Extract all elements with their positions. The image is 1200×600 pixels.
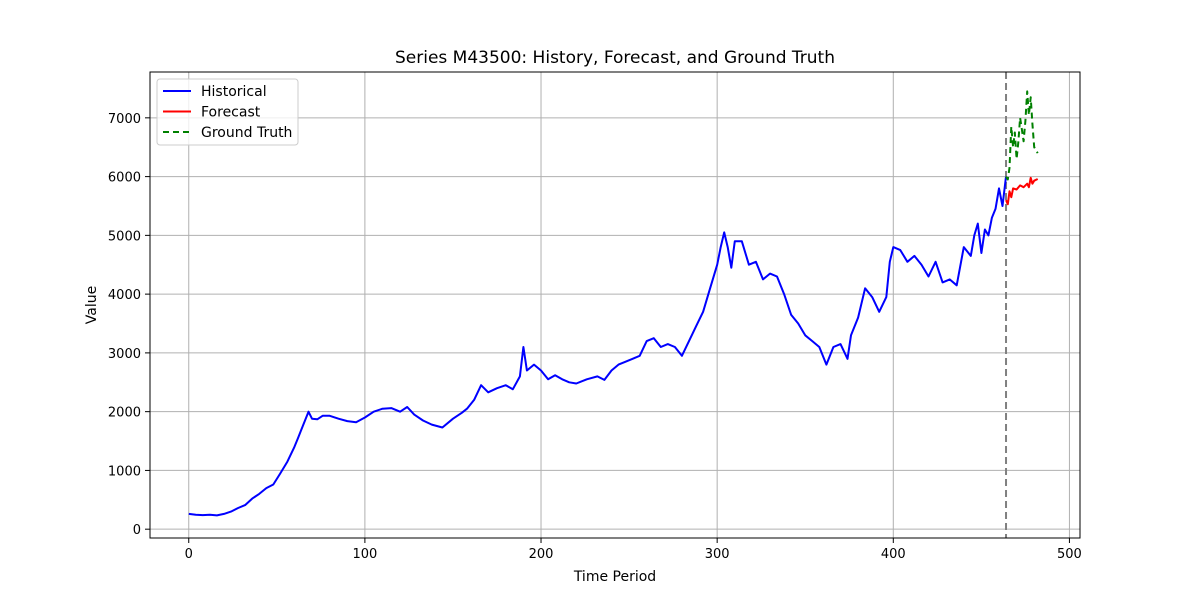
y-tick-label: 4000 bbox=[108, 288, 141, 303]
x-tick-label: 100 bbox=[352, 547, 377, 562]
y-tick-label: 0 bbox=[133, 523, 141, 538]
x-tick-label: 300 bbox=[705, 547, 730, 562]
y-tick-label: 6000 bbox=[108, 171, 141, 186]
x-axis-title: Time Period bbox=[573, 569, 656, 585]
series-line-forecast bbox=[1005, 176, 1039, 206]
legend-box bbox=[156, 78, 299, 146]
y-tick-label: 2000 bbox=[108, 406, 141, 421]
legend: Historical Forecast Ground Truth bbox=[156, 78, 299, 146]
y-tick-label: 3000 bbox=[108, 347, 141, 362]
x-tick-label: 400 bbox=[881, 547, 906, 562]
y-axis-title: Value bbox=[84, 286, 100, 324]
plot-frame bbox=[149, 71, 1081, 539]
y-tick-label: 7000 bbox=[108, 112, 141, 127]
grid-lines bbox=[150, 72, 1080, 538]
y-tick-label: 1000 bbox=[108, 464, 141, 479]
series-lines bbox=[188, 90, 1039, 517]
legend-label-ground-truth: Ground Truth bbox=[201, 125, 292, 141]
series-line-ground-truth bbox=[1005, 90, 1039, 181]
x-tick-label: 0 bbox=[185, 547, 193, 562]
series-line-historical bbox=[188, 176, 1007, 517]
x-tick-label: 500 bbox=[1057, 547, 1082, 562]
legend-label-forecast: Forecast bbox=[201, 105, 261, 121]
x-tick-label: 200 bbox=[529, 547, 554, 562]
y-tick-label: 5000 bbox=[108, 229, 141, 244]
axis-ticks: 0 100 200 300 400 500010002000300040005000600… bbox=[108, 112, 1082, 562]
chart-title: Series M43500: History, Forecast, and Gr… bbox=[395, 48, 835, 68]
legend-label-historical: Historical bbox=[201, 84, 267, 100]
